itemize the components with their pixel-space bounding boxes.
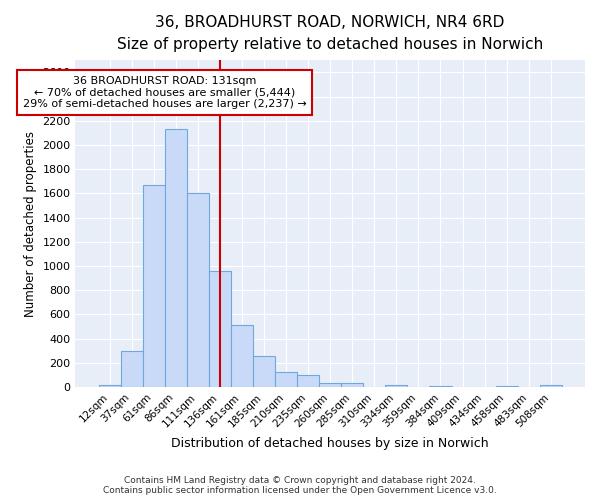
Bar xyxy=(341,382,363,387)
Bar xyxy=(319,382,341,387)
Bar xyxy=(231,325,253,387)
Title: 36, BROADHURST ROAD, NORWICH, NR4 6RD
Size of property relative to detached hous: 36, BROADHURST ROAD, NORWICH, NR4 6RD Si… xyxy=(117,15,543,52)
Y-axis label: Number of detached properties: Number of detached properties xyxy=(23,130,37,316)
Bar xyxy=(540,385,562,387)
Text: 36 BROADHURST ROAD: 131sqm
← 70% of detached houses are smaller (5,444)
29% of s: 36 BROADHURST ROAD: 131sqm ← 70% of deta… xyxy=(23,76,307,109)
Bar xyxy=(496,386,518,387)
Bar xyxy=(209,271,231,387)
Text: Contains HM Land Registry data © Crown copyright and database right 2024.
Contai: Contains HM Land Registry data © Crown c… xyxy=(103,476,497,495)
X-axis label: Distribution of detached houses by size in Norwich: Distribution of detached houses by size … xyxy=(172,437,489,450)
Bar xyxy=(275,372,297,387)
Bar xyxy=(121,352,143,387)
Bar xyxy=(253,356,275,387)
Bar xyxy=(430,386,452,387)
Bar xyxy=(98,384,121,387)
Bar xyxy=(165,130,187,387)
Bar xyxy=(143,185,165,387)
Bar xyxy=(187,194,209,387)
Bar xyxy=(297,375,319,387)
Bar xyxy=(385,384,407,387)
